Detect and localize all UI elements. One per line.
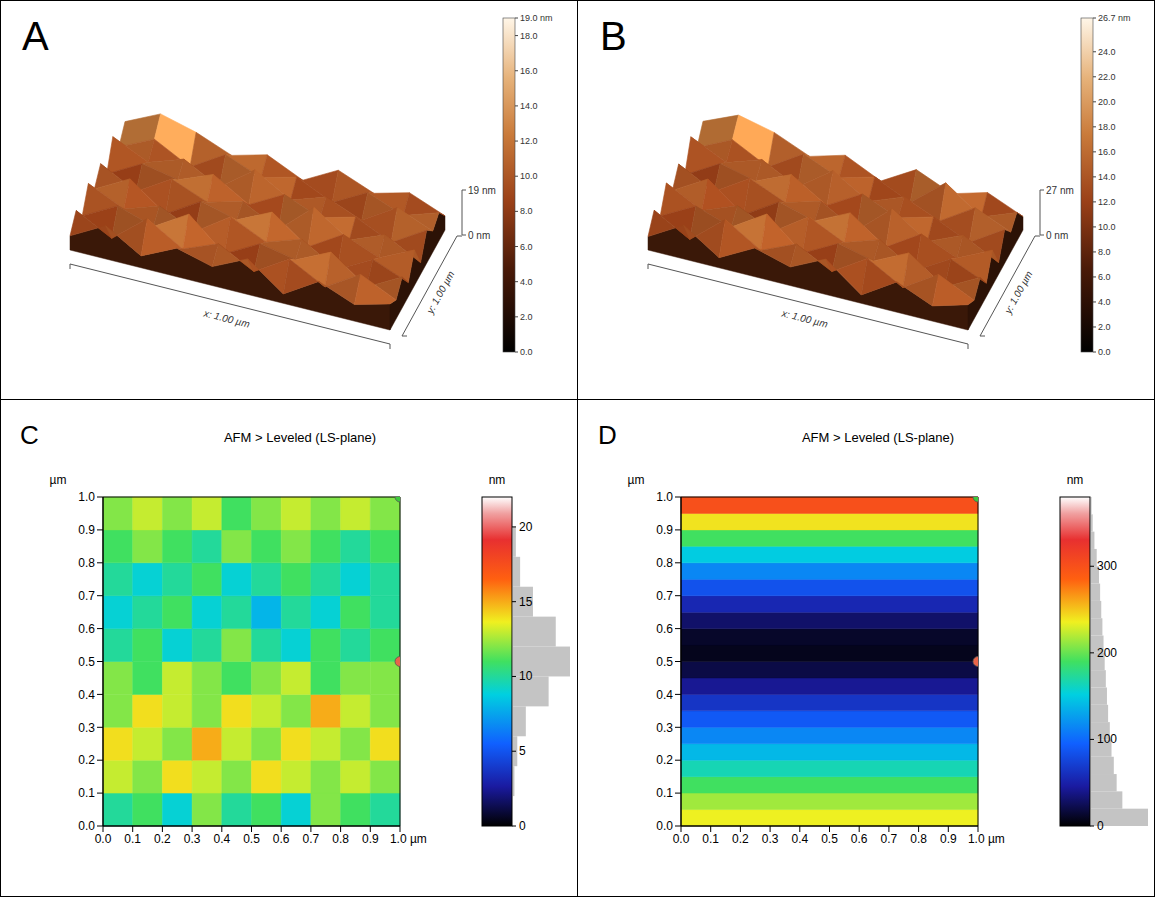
svg-text:0.4: 0.4	[656, 688, 673, 702]
svg-text:0.7: 0.7	[656, 589, 673, 603]
svg-text:14.0: 14.0	[520, 101, 538, 111]
svg-text:0: 0	[519, 819, 526, 833]
svg-text:x: 1.00 µm: x: 1.00 µm	[780, 307, 829, 329]
svg-text:0.3: 0.3	[762, 832, 779, 846]
svg-text:5: 5	[519, 744, 526, 758]
svg-text:15: 15	[519, 595, 533, 609]
svg-text:0.6: 0.6	[656, 622, 673, 636]
svg-text:12.0: 12.0	[1098, 197, 1116, 207]
svg-text:nm: nm	[1067, 473, 1084, 487]
svg-text:300: 300	[1097, 559, 1117, 573]
svg-text:0.8: 0.8	[332, 832, 349, 846]
svg-text:18.0: 18.0	[1098, 122, 1116, 132]
svg-text:1.0: 1.0	[78, 490, 95, 504]
svg-text:y: 1.00 µm: y: 1.00 µm	[424, 269, 457, 316]
svg-text:20: 20	[519, 520, 533, 534]
svg-text:0.9: 0.9	[362, 832, 379, 846]
svg-text:2.0: 2.0	[1098, 322, 1111, 332]
svg-text:0.4: 0.4	[791, 832, 808, 846]
svg-text:0.6: 0.6	[273, 832, 290, 846]
svg-text:200: 200	[1097, 646, 1117, 660]
svg-text:4.0: 4.0	[520, 277, 533, 287]
svg-text:0.7: 0.7	[881, 832, 898, 846]
svg-text:6.0: 6.0	[1098, 272, 1111, 282]
svg-text:B: B	[600, 14, 627, 58]
svg-text:1.0: 1.0	[656, 490, 673, 504]
svg-text:µm: µm	[628, 473, 645, 487]
svg-text:0.0: 0.0	[520, 347, 533, 357]
svg-text:0.0: 0.0	[95, 832, 112, 846]
svg-text:A: A	[22, 14, 49, 58]
svg-text:0.9: 0.9	[656, 523, 673, 537]
svg-text:0.5: 0.5	[78, 655, 95, 669]
svg-text:x: 1.00 µm: x: 1.00 µm	[202, 307, 251, 329]
svg-text:0.1: 0.1	[124, 832, 141, 846]
svg-text:y: 1.00 µm: y: 1.00 µm	[1002, 269, 1035, 316]
svg-text:0.3: 0.3	[656, 721, 673, 735]
svg-text:0.3: 0.3	[184, 832, 201, 846]
svg-text:0.6: 0.6	[78, 622, 95, 636]
svg-text:AFM > Leveled (LS-plane): AFM > Leveled (LS-plane)	[224, 430, 376, 445]
svg-text:10: 10	[519, 669, 533, 683]
svg-text:16.0: 16.0	[1098, 147, 1116, 157]
svg-text:0.8: 0.8	[910, 832, 927, 846]
svg-text:0.5: 0.5	[656, 655, 673, 669]
svg-text:0.2: 0.2	[154, 832, 171, 846]
svg-text:0.5: 0.5	[821, 832, 838, 846]
svg-text:19 nm: 19 nm	[468, 185, 496, 196]
svg-text:0.1: 0.1	[78, 786, 95, 800]
svg-text:0.2: 0.2	[78, 753, 95, 767]
svg-text:0: 0	[1097, 819, 1104, 833]
svg-text:4.0: 4.0	[1098, 297, 1111, 307]
svg-text:0.1: 0.1	[656, 786, 673, 800]
svg-text:0.9: 0.9	[78, 523, 95, 537]
svg-text:27 nm: 27 nm	[1046, 185, 1074, 196]
svg-text:0.3: 0.3	[78, 721, 95, 735]
svg-text:1.0 µm: 1.0 µm	[390, 832, 427, 846]
svg-text:22.0: 22.0	[1098, 72, 1116, 82]
svg-text:0.5: 0.5	[243, 832, 260, 846]
svg-text:nm: nm	[489, 473, 506, 487]
svg-text:12.0: 12.0	[520, 136, 538, 146]
svg-text:100: 100	[1097, 732, 1117, 746]
svg-text:C: C	[20, 420, 39, 450]
svg-text:0.8: 0.8	[656, 556, 673, 570]
svg-text:8.0: 8.0	[1098, 247, 1111, 257]
svg-text:16.0: 16.0	[520, 66, 538, 76]
svg-text:0 nm: 0 nm	[1046, 230, 1068, 241]
svg-text:10.0: 10.0	[520, 171, 538, 181]
svg-text:0.2: 0.2	[656, 753, 673, 767]
svg-text:6.0: 6.0	[520, 242, 533, 252]
svg-text:2.0: 2.0	[520, 312, 533, 322]
svg-text:0.6: 0.6	[851, 832, 868, 846]
svg-text:0.4: 0.4	[213, 832, 230, 846]
svg-text:24.0: 24.0	[1098, 47, 1116, 57]
svg-text:0.1: 0.1	[702, 832, 719, 846]
svg-text:0.2: 0.2	[732, 832, 749, 846]
svg-text:0.0: 0.0	[1098, 347, 1111, 357]
svg-text:0.0: 0.0	[656, 819, 673, 833]
svg-text:0 nm: 0 nm	[468, 230, 490, 241]
svg-text:0.7: 0.7	[78, 589, 95, 603]
svg-text:0.7: 0.7	[303, 832, 320, 846]
svg-text:0.8: 0.8	[78, 556, 95, 570]
svg-text:µm: µm	[50, 473, 67, 487]
svg-text:18.0: 18.0	[520, 31, 538, 41]
svg-text:14.0: 14.0	[1098, 172, 1116, 182]
svg-text:0.0: 0.0	[78, 819, 95, 833]
svg-text:26.7 nm: 26.7 nm	[1098, 13, 1131, 23]
svg-text:8.0: 8.0	[520, 206, 533, 216]
svg-text:0.9: 0.9	[940, 832, 957, 846]
svg-text:AFM > Leveled (LS-plane): AFM > Leveled (LS-plane)	[802, 430, 954, 445]
svg-text:19.0 nm: 19.0 nm	[520, 13, 553, 23]
svg-text:D: D	[598, 420, 617, 450]
svg-text:0.4: 0.4	[78, 688, 95, 702]
svg-text:0.0: 0.0	[673, 832, 690, 846]
svg-text:20.0: 20.0	[1098, 97, 1116, 107]
svg-text:10.0: 10.0	[1098, 222, 1116, 232]
svg-text:1.0 µm: 1.0 µm	[968, 832, 1005, 846]
